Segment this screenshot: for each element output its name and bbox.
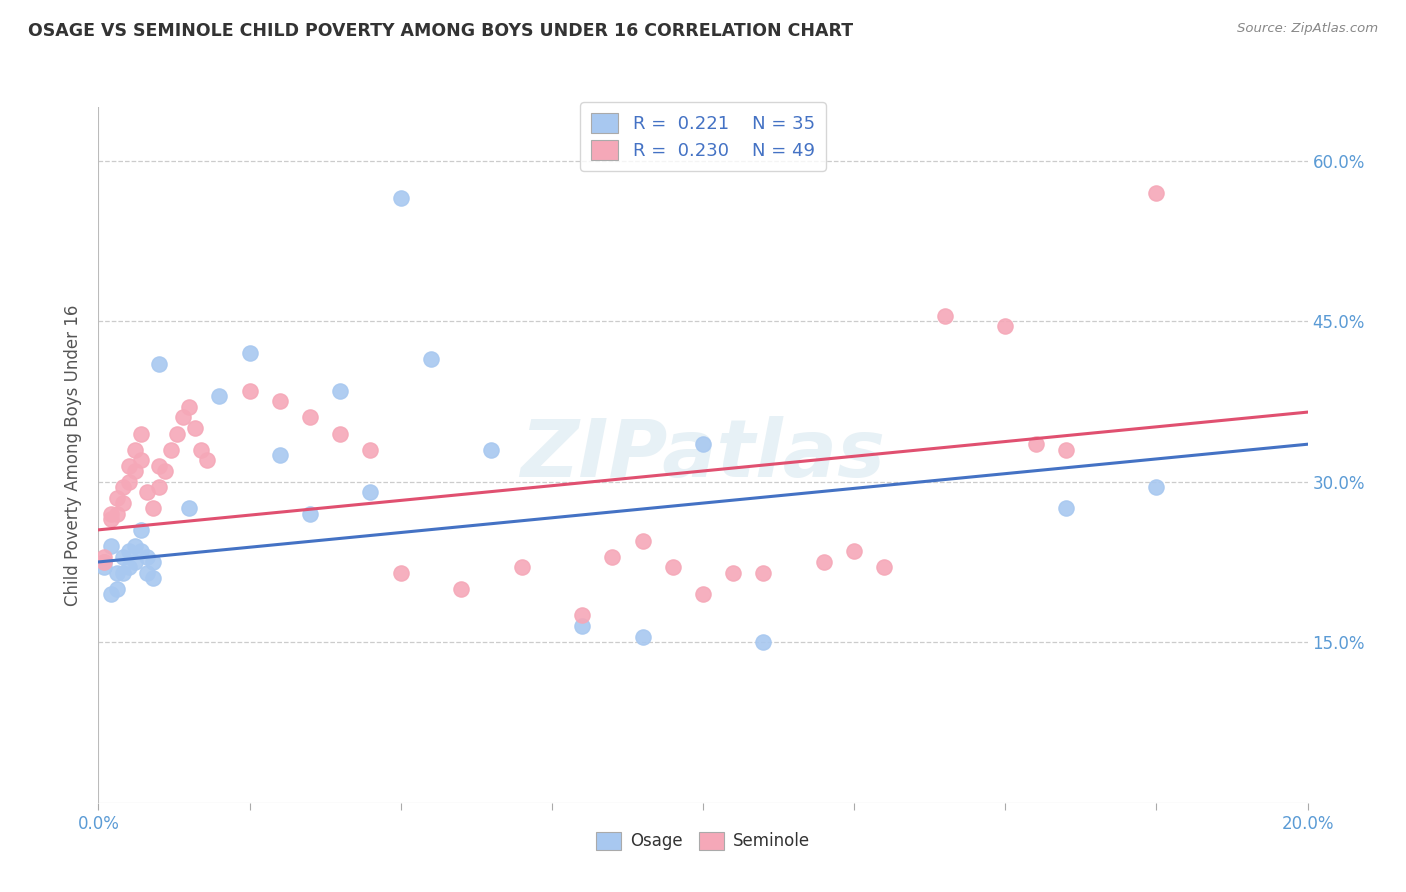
Text: Source: ZipAtlas.com: Source: ZipAtlas.com [1237,22,1378,36]
Point [111,566,134,580]
Point [692,437,714,451]
Point [692,587,714,601]
Point [190,442,212,457]
Point [934,309,956,323]
Point [813,555,835,569]
Point [129,426,152,441]
Point [631,630,654,644]
Point [142,571,165,585]
Point [1054,501,1077,516]
Point [166,426,188,441]
Point [148,357,170,371]
Point [111,496,134,510]
Point [118,475,141,489]
Point [93,560,115,574]
Point [195,453,218,467]
Point [481,442,503,457]
Point [360,485,382,500]
Point [844,544,866,558]
Point [752,635,775,649]
Point [420,351,443,366]
Point [153,464,176,478]
Point [118,458,141,473]
Point [135,485,157,500]
Point [105,507,128,521]
Point [1144,480,1167,494]
Point [208,389,231,403]
Point [510,560,533,574]
Point [93,549,115,564]
Point [389,191,412,205]
Point [179,400,201,414]
Point [299,507,322,521]
Point [1144,186,1167,200]
Point [602,549,624,564]
Point [184,421,207,435]
Point [752,566,775,580]
Point [100,507,122,521]
Point [124,539,146,553]
Point [135,566,157,580]
Point [661,560,683,574]
Point [124,555,146,569]
Point [269,394,291,409]
Text: OSAGE VS SEMINOLE CHILD POVERTY AMONG BOYS UNDER 16 CORRELATION CHART: OSAGE VS SEMINOLE CHILD POVERTY AMONG BO… [28,22,853,40]
Point [360,442,382,457]
Point [105,582,128,596]
Point [299,410,322,425]
Point [1024,437,1046,451]
Point [142,501,165,516]
Point [118,560,141,574]
Point [239,384,262,398]
Point [571,608,593,623]
Point [124,442,146,457]
Point [93,555,115,569]
Point [93,555,115,569]
Point [172,410,194,425]
Point [142,555,165,569]
Point [118,544,141,558]
Point [723,566,745,580]
Point [129,544,152,558]
Point [994,319,1017,334]
Point [329,426,352,441]
Point [631,533,654,548]
Y-axis label: Child Poverty Among Boys Under 16: Child Poverty Among Boys Under 16 [65,304,83,606]
Point [129,523,152,537]
Point [148,458,170,473]
Point [239,346,262,360]
Point [329,384,352,398]
Point [571,619,593,633]
Point [105,566,128,580]
Point [1054,442,1077,457]
Point [873,560,896,574]
Point [129,453,152,467]
Point [100,587,122,601]
Point [135,549,157,564]
Legend: Osage, Seminole: Osage, Seminole [589,825,817,857]
Point [111,480,134,494]
Point [160,442,183,457]
Point [100,512,122,526]
Point [124,464,146,478]
Point [148,480,170,494]
Point [179,501,201,516]
Text: ZIPatlas: ZIPatlas [520,416,886,494]
Point [111,549,134,564]
Point [100,539,122,553]
Point [389,566,412,580]
Point [450,582,472,596]
Point [105,491,128,505]
Point [269,448,291,462]
